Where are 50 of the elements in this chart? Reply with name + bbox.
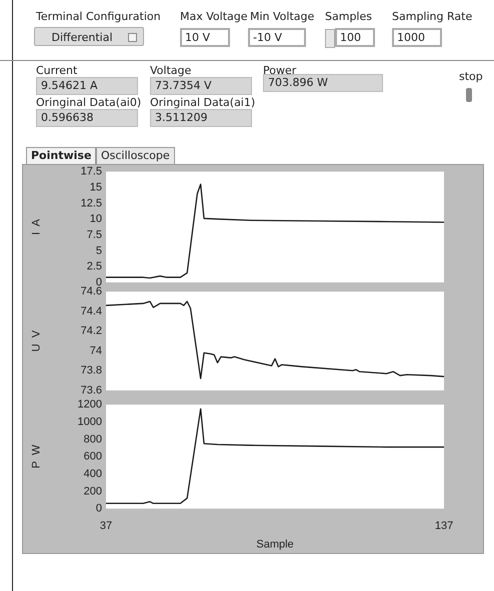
x-tick-label: 137 [434, 520, 454, 532]
y-tick-label: 5 [96, 244, 102, 257]
text: Sampling Rate [392, 10, 472, 23]
y-tick-label: 0 [96, 276, 102, 288]
text: Samples [325, 10, 372, 23]
y-axis-title: I A [30, 218, 43, 235]
text: -10 V [248, 28, 306, 47]
y-tick-label: 2.5 [86, 260, 102, 273]
y-tick-label: 15 [90, 181, 102, 194]
y-tick-label: 0 [96, 502, 102, 515]
y-tick-label: 800 [84, 433, 102, 446]
text: Pointwise [26, 147, 96, 164]
y-tick-label: 17.5 [80, 166, 102, 178]
text: 10 V [180, 28, 230, 47]
y-tick-label: 12.5 [80, 197, 102, 210]
y-tick-label: 74.4 [80, 305, 102, 318]
y-tick-label: 7.5 [86, 228, 102, 241]
text: Terminal Configuration [36, 10, 161, 23]
text: 703.896 W [263, 74, 383, 92]
text: 100 [335, 28, 375, 47]
y-tick-label: 73.6 [80, 384, 102, 396]
text: Voltage [150, 64, 192, 77]
y-axis-title: P W [30, 444, 43, 468]
text: 73.7354 V [150, 77, 252, 95]
text: 3.511209 [150, 109, 252, 127]
text: Max Voltage [180, 10, 248, 23]
text: stop [459, 70, 483, 83]
y-tick-label: 400 [84, 468, 102, 480]
y-tick-label: 74 [90, 344, 102, 357]
text: 9.54621 A [36, 77, 138, 95]
y-tick-label: 74.6 [80, 286, 102, 298]
x-axis-title: Sample [256, 538, 294, 550]
y-tick-label: 73.8 [80, 364, 102, 377]
x-tick-label: 37 [100, 520, 112, 532]
y-axis-title: U V [30, 330, 43, 352]
y-tick-label: 200 [84, 485, 102, 498]
text: Current [36, 64, 78, 77]
y-tick-label: 600 [84, 450, 102, 463]
text: Oringinal Data(ai0) [36, 96, 142, 109]
text: Oscilloscope [96, 147, 175, 164]
y-tick-label: 74.2 [80, 325, 102, 338]
text: Min Voltage [250, 10, 314, 23]
text: Power [263, 64, 296, 77]
y-tick-label: 1200 [78, 398, 102, 411]
text: Oringinal Data(ai1) [150, 96, 256, 109]
text: 1000 [392, 28, 442, 47]
text: Differential [34, 27, 144, 46]
text: 0.596638 [36, 109, 138, 127]
y-tick-label: 10 [90, 213, 102, 226]
y-tick-label: 1000 [78, 416, 102, 428]
